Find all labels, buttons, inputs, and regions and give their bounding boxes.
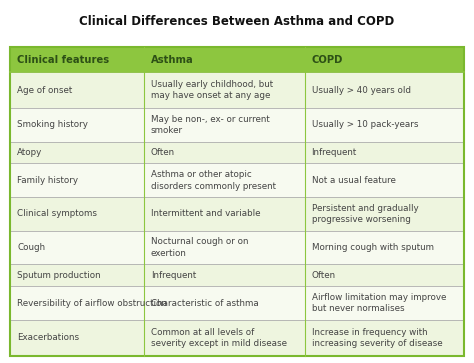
Bar xyxy=(10,142,144,163)
Bar xyxy=(305,142,464,163)
Bar xyxy=(10,265,144,286)
Bar xyxy=(10,108,144,142)
Text: Characteristic of asthma: Characteristic of asthma xyxy=(151,298,258,307)
Text: Infrequent: Infrequent xyxy=(311,148,357,157)
Text: Usually > 10 pack-years: Usually > 10 pack-years xyxy=(311,121,418,129)
Text: Clinical Differences Between Asthma and COPD: Clinical Differences Between Asthma and … xyxy=(79,15,395,28)
Text: Sputum production: Sputum production xyxy=(17,271,100,280)
Bar xyxy=(10,47,464,356)
Text: Age of onset: Age of onset xyxy=(17,86,73,95)
Bar xyxy=(10,231,144,265)
Text: Asthma: Asthma xyxy=(151,55,193,65)
Text: Often: Often xyxy=(311,271,336,280)
Bar xyxy=(305,108,464,142)
Text: Clinical symptoms: Clinical symptoms xyxy=(17,209,97,219)
Text: Atopy: Atopy xyxy=(17,148,42,157)
Text: Clinical features: Clinical features xyxy=(17,55,109,65)
Text: Asthma or other atopic
disorders commonly present: Asthma or other atopic disorders commonl… xyxy=(151,170,276,191)
Text: Family history: Family history xyxy=(17,176,78,185)
Text: Not a usual feature: Not a usual feature xyxy=(311,176,395,185)
Bar xyxy=(144,231,305,265)
Bar xyxy=(305,320,464,356)
Bar xyxy=(144,72,305,108)
Text: Usually > 40 years old: Usually > 40 years old xyxy=(311,86,410,95)
Bar xyxy=(144,142,305,163)
Bar xyxy=(144,286,305,320)
Text: Airflow limitation may improve
but never normalises: Airflow limitation may improve but never… xyxy=(311,293,446,313)
Bar xyxy=(305,47,464,72)
Text: Morning cough with sputum: Morning cough with sputum xyxy=(311,243,434,252)
Bar xyxy=(10,47,144,72)
Text: COPD: COPD xyxy=(311,55,343,65)
Bar xyxy=(144,47,305,72)
Bar xyxy=(305,163,464,197)
Text: Cough: Cough xyxy=(17,243,45,252)
Text: Often: Often xyxy=(151,148,175,157)
Bar xyxy=(144,163,305,197)
Text: Smoking history: Smoking history xyxy=(17,121,88,129)
Bar xyxy=(144,265,305,286)
Bar xyxy=(305,265,464,286)
Text: Intermittent and variable: Intermittent and variable xyxy=(151,209,260,219)
Text: Increase in frequency with
increasing severity of disease: Increase in frequency with increasing se… xyxy=(311,327,442,348)
Text: Infrequent: Infrequent xyxy=(151,271,196,280)
Bar xyxy=(144,108,305,142)
Bar xyxy=(305,72,464,108)
Bar xyxy=(10,286,144,320)
Bar xyxy=(10,320,144,356)
Text: Persistent and gradually
progressive worsening: Persistent and gradually progressive wor… xyxy=(311,204,418,224)
Bar xyxy=(144,320,305,356)
Text: Common at all levels of
severity except in mild disease: Common at all levels of severity except … xyxy=(151,327,287,348)
Text: Nocturnal cough or on
exertion: Nocturnal cough or on exertion xyxy=(151,237,248,258)
Bar xyxy=(10,72,144,108)
Bar xyxy=(10,163,144,197)
Bar xyxy=(144,197,305,231)
Text: May be non-, ex- or current
smoker: May be non-, ex- or current smoker xyxy=(151,115,270,135)
Bar xyxy=(305,231,464,265)
Bar xyxy=(10,197,144,231)
Text: Exacerbations: Exacerbations xyxy=(17,333,79,342)
Text: Reversibility of airflow obstruction: Reversibility of airflow obstruction xyxy=(17,298,167,307)
Text: Usually early childhood, but
may have onset at any age: Usually early childhood, but may have on… xyxy=(151,80,273,100)
Bar xyxy=(305,197,464,231)
Bar xyxy=(305,286,464,320)
